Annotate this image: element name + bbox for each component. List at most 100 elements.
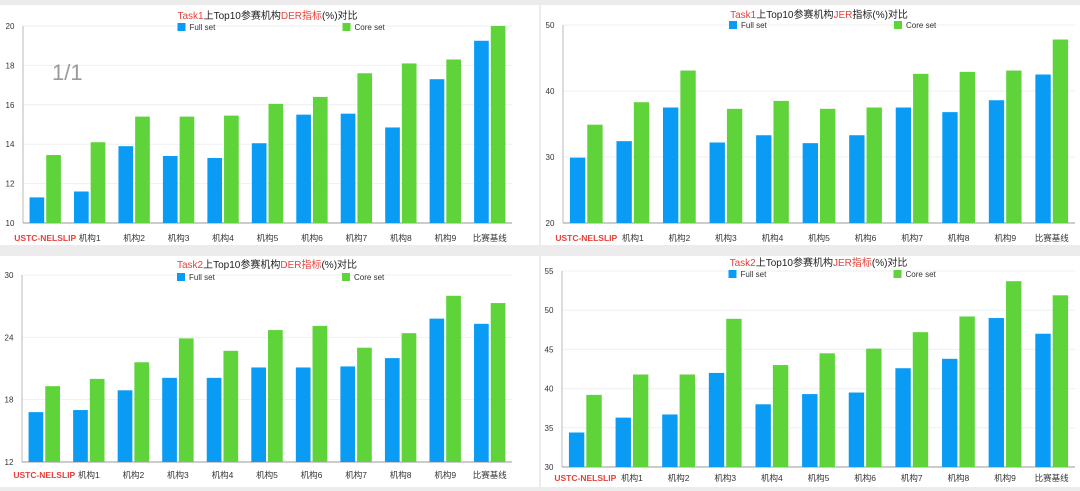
bar-full: [848, 392, 865, 467]
x-tick-label: 机构1: [622, 233, 644, 243]
x-tick-label: 机构6: [854, 473, 876, 483]
y-tick-label: 16: [6, 101, 15, 110]
bar-core: [586, 394, 602, 467]
bar-core: [632, 374, 649, 467]
legend-label: Full set: [189, 273, 216, 282]
bar-full: [340, 113, 356, 223]
chart-panel-task2-der: 12 18 24 30 Task2上Top10参赛机构DER指标(%)对比 Full se…: [0, 256, 539, 487]
legend-swatch: [893, 270, 902, 278]
bar-full: [296, 114, 311, 223]
chart-panel-task1-der: 10 12 14 16 18 20 Task1上Top10参赛机构DER指标(%)对比 Ful…: [0, 5, 539, 245]
y-tick-label: 50: [545, 306, 554, 315]
bar-core: [679, 374, 695, 467]
bar-full: [118, 146, 134, 223]
y-tick-label: 14: [6, 140, 15, 149]
chart-title-part: 上Top10参赛机构: [756, 8, 833, 21]
chart-title: Task1上Top10参赛机构DER指标(%)对比: [177, 9, 357, 22]
x-tick-label: 机构8: [948, 473, 970, 483]
bar-core: [819, 353, 835, 467]
x-tick-label: 比赛基线: [473, 233, 508, 243]
chart-title: Task2上Top10参赛机构DER指标(%)对比: [177, 258, 357, 271]
legend-swatch: [729, 21, 737, 29]
bar-core: [866, 107, 882, 223]
bar-core: [401, 333, 417, 462]
chart-title-part: 上Top10参赛机构: [756, 256, 833, 269]
legend-swatch: [728, 270, 737, 278]
bar-core: [1052, 295, 1069, 467]
x-tick-label: 机构1: [621, 473, 643, 483]
x-tick-label: 机构6: [301, 233, 323, 243]
bar-full: [709, 142, 725, 223]
y-tick-label: 40: [546, 87, 555, 96]
bar-core: [773, 100, 789, 223]
x-tick-label: 比赛基线: [1035, 233, 1070, 243]
bar-full: [384, 358, 400, 462]
bar-core: [135, 116, 150, 223]
y-tick-label: 12: [6, 180, 15, 189]
bar-full: [1035, 74, 1051, 223]
bar-core: [178, 338, 194, 462]
bar-full: [942, 112, 958, 223]
x-tick-label: USTC-NELSLIP: [554, 473, 616, 483]
bar-full: [162, 377, 177, 462]
bar-full: [340, 366, 356, 462]
bar-full: [895, 368, 911, 467]
bar-full: [29, 197, 45, 223]
bar-core: [446, 59, 461, 223]
bar-core: [46, 155, 61, 223]
bar-full: [569, 157, 586, 223]
x-tick-label: 机构7: [901, 233, 923, 243]
legend-label: Core set: [906, 21, 937, 30]
legend-label: Core set: [355, 23, 386, 32]
bar-core: [490, 26, 506, 223]
x-tick-label: 机构1: [79, 233, 101, 243]
x-tick-label: USTC-NELSLIP: [14, 233, 76, 243]
x-tick-label: 机构9: [994, 473, 1016, 483]
bar-full: [756, 135, 772, 223]
bar-core: [45, 386, 60, 462]
y-tick-label: 10: [6, 219, 15, 228]
bar-full: [474, 40, 489, 224]
bar-full: [849, 135, 865, 223]
legend-label: Core set: [354, 273, 385, 282]
bar-core: [268, 103, 284, 223]
bar-full: [429, 318, 445, 462]
bar-full: [385, 127, 400, 223]
bar-core: [401, 63, 417, 224]
bar-core: [1052, 39, 1069, 223]
y-tick-label: 45: [545, 345, 554, 354]
chart-task2-jer: 303540455055Task2上Top10参赛机构JER指标(%)对比Ful…: [545, 256, 1075, 483]
chart-panel-task2-jer: 30 35 40 45 50 55 Task2上Top10参赛机构JER指标(%)对比 Ful…: [541, 256, 1080, 487]
chart-title-part: Task2: [730, 258, 757, 269]
y-tick-label: 30: [546, 153, 555, 162]
chart-title-part: Task1: [730, 10, 757, 21]
bar-full: [708, 372, 725, 467]
chart-title-part: JER: [833, 10, 852, 21]
bar-full: [251, 143, 267, 223]
chart-task2-der: 12 18 24 30 Task2上Top10参赛机构DER指标(%)对比 Full se…: [5, 258, 512, 480]
bar-core: [179, 116, 195, 223]
y-tick-label: 24: [5, 333, 14, 342]
bar-full: [206, 377, 222, 462]
bar-core: [959, 71, 975, 223]
bar-core: [772, 365, 789, 467]
legend-swatch: [177, 23, 186, 31]
y-tick-label: 30: [5, 271, 14, 280]
bar-full: [663, 107, 679, 223]
bar-full: [1035, 333, 1051, 467]
bar-core: [357, 73, 373, 223]
x-tick-label: 机构5: [808, 233, 830, 243]
x-tick-label: 机构5: [256, 470, 278, 480]
bar-full: [73, 410, 88, 462]
x-tick-label: 机构8: [390, 470, 412, 480]
bar-full: [28, 412, 44, 462]
legend-swatch: [894, 21, 902, 29]
bar-core: [134, 362, 150, 462]
y-tick-label: 20: [546, 219, 555, 228]
x-tick-label: 机构3: [167, 470, 189, 480]
bar-full: [295, 367, 311, 462]
bar-core: [633, 102, 650, 223]
x-tick-label: 机构5: [808, 473, 830, 483]
bar-full: [474, 323, 489, 462]
x-tick-label: USTC-NELSLIP: [13, 470, 75, 480]
